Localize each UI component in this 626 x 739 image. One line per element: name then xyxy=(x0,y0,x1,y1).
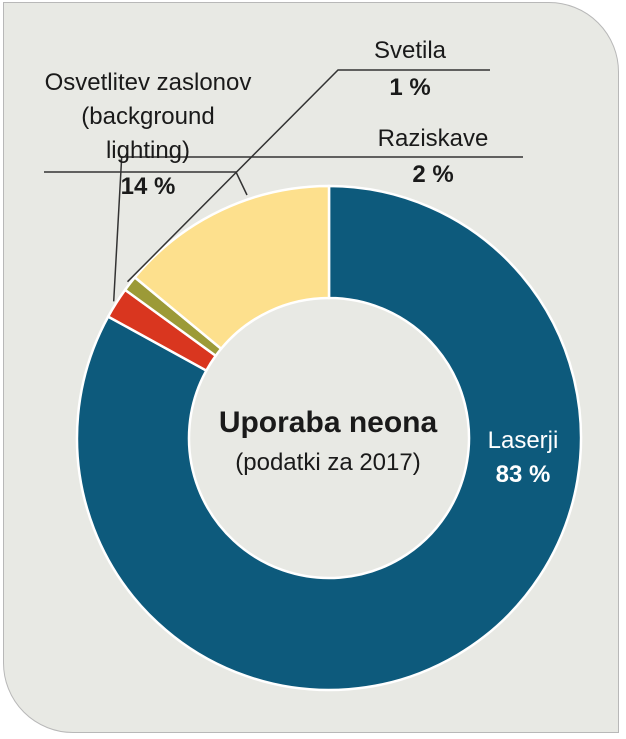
donut-slices xyxy=(75,184,583,692)
chart-subtitle: (podatki za 2017) xyxy=(235,449,420,476)
slice-label-raziskave: Raziskave xyxy=(378,125,489,152)
slice-laserji xyxy=(75,184,583,692)
slice-value-osvetlitev: 14 % xyxy=(121,173,176,200)
slice-label-osvetlitev-line-3: lighting) xyxy=(106,137,190,164)
slice-label-osvetlitev-line-1: Osvetlitev zaslonov xyxy=(45,69,252,96)
slice-osvetlitev-zaslonov xyxy=(133,184,331,351)
leader-line-osvetlitev xyxy=(44,171,248,196)
leader-lines xyxy=(44,69,523,302)
slice-value-svetila: 1 % xyxy=(389,74,430,101)
slice-label-laserji: Laserji xyxy=(488,427,559,454)
leader-line-raziskave xyxy=(112,156,523,302)
slice-label-svetila: Svetila xyxy=(374,37,447,64)
slice-value-laserji: 83 % xyxy=(496,461,551,488)
slice-label-osvetlitev-line-2: (background xyxy=(81,103,214,130)
slice-value-raziskave: 2 % xyxy=(412,161,453,188)
leader-line-svetila xyxy=(126,69,490,283)
chart-title: Uporaba neona xyxy=(219,406,438,439)
